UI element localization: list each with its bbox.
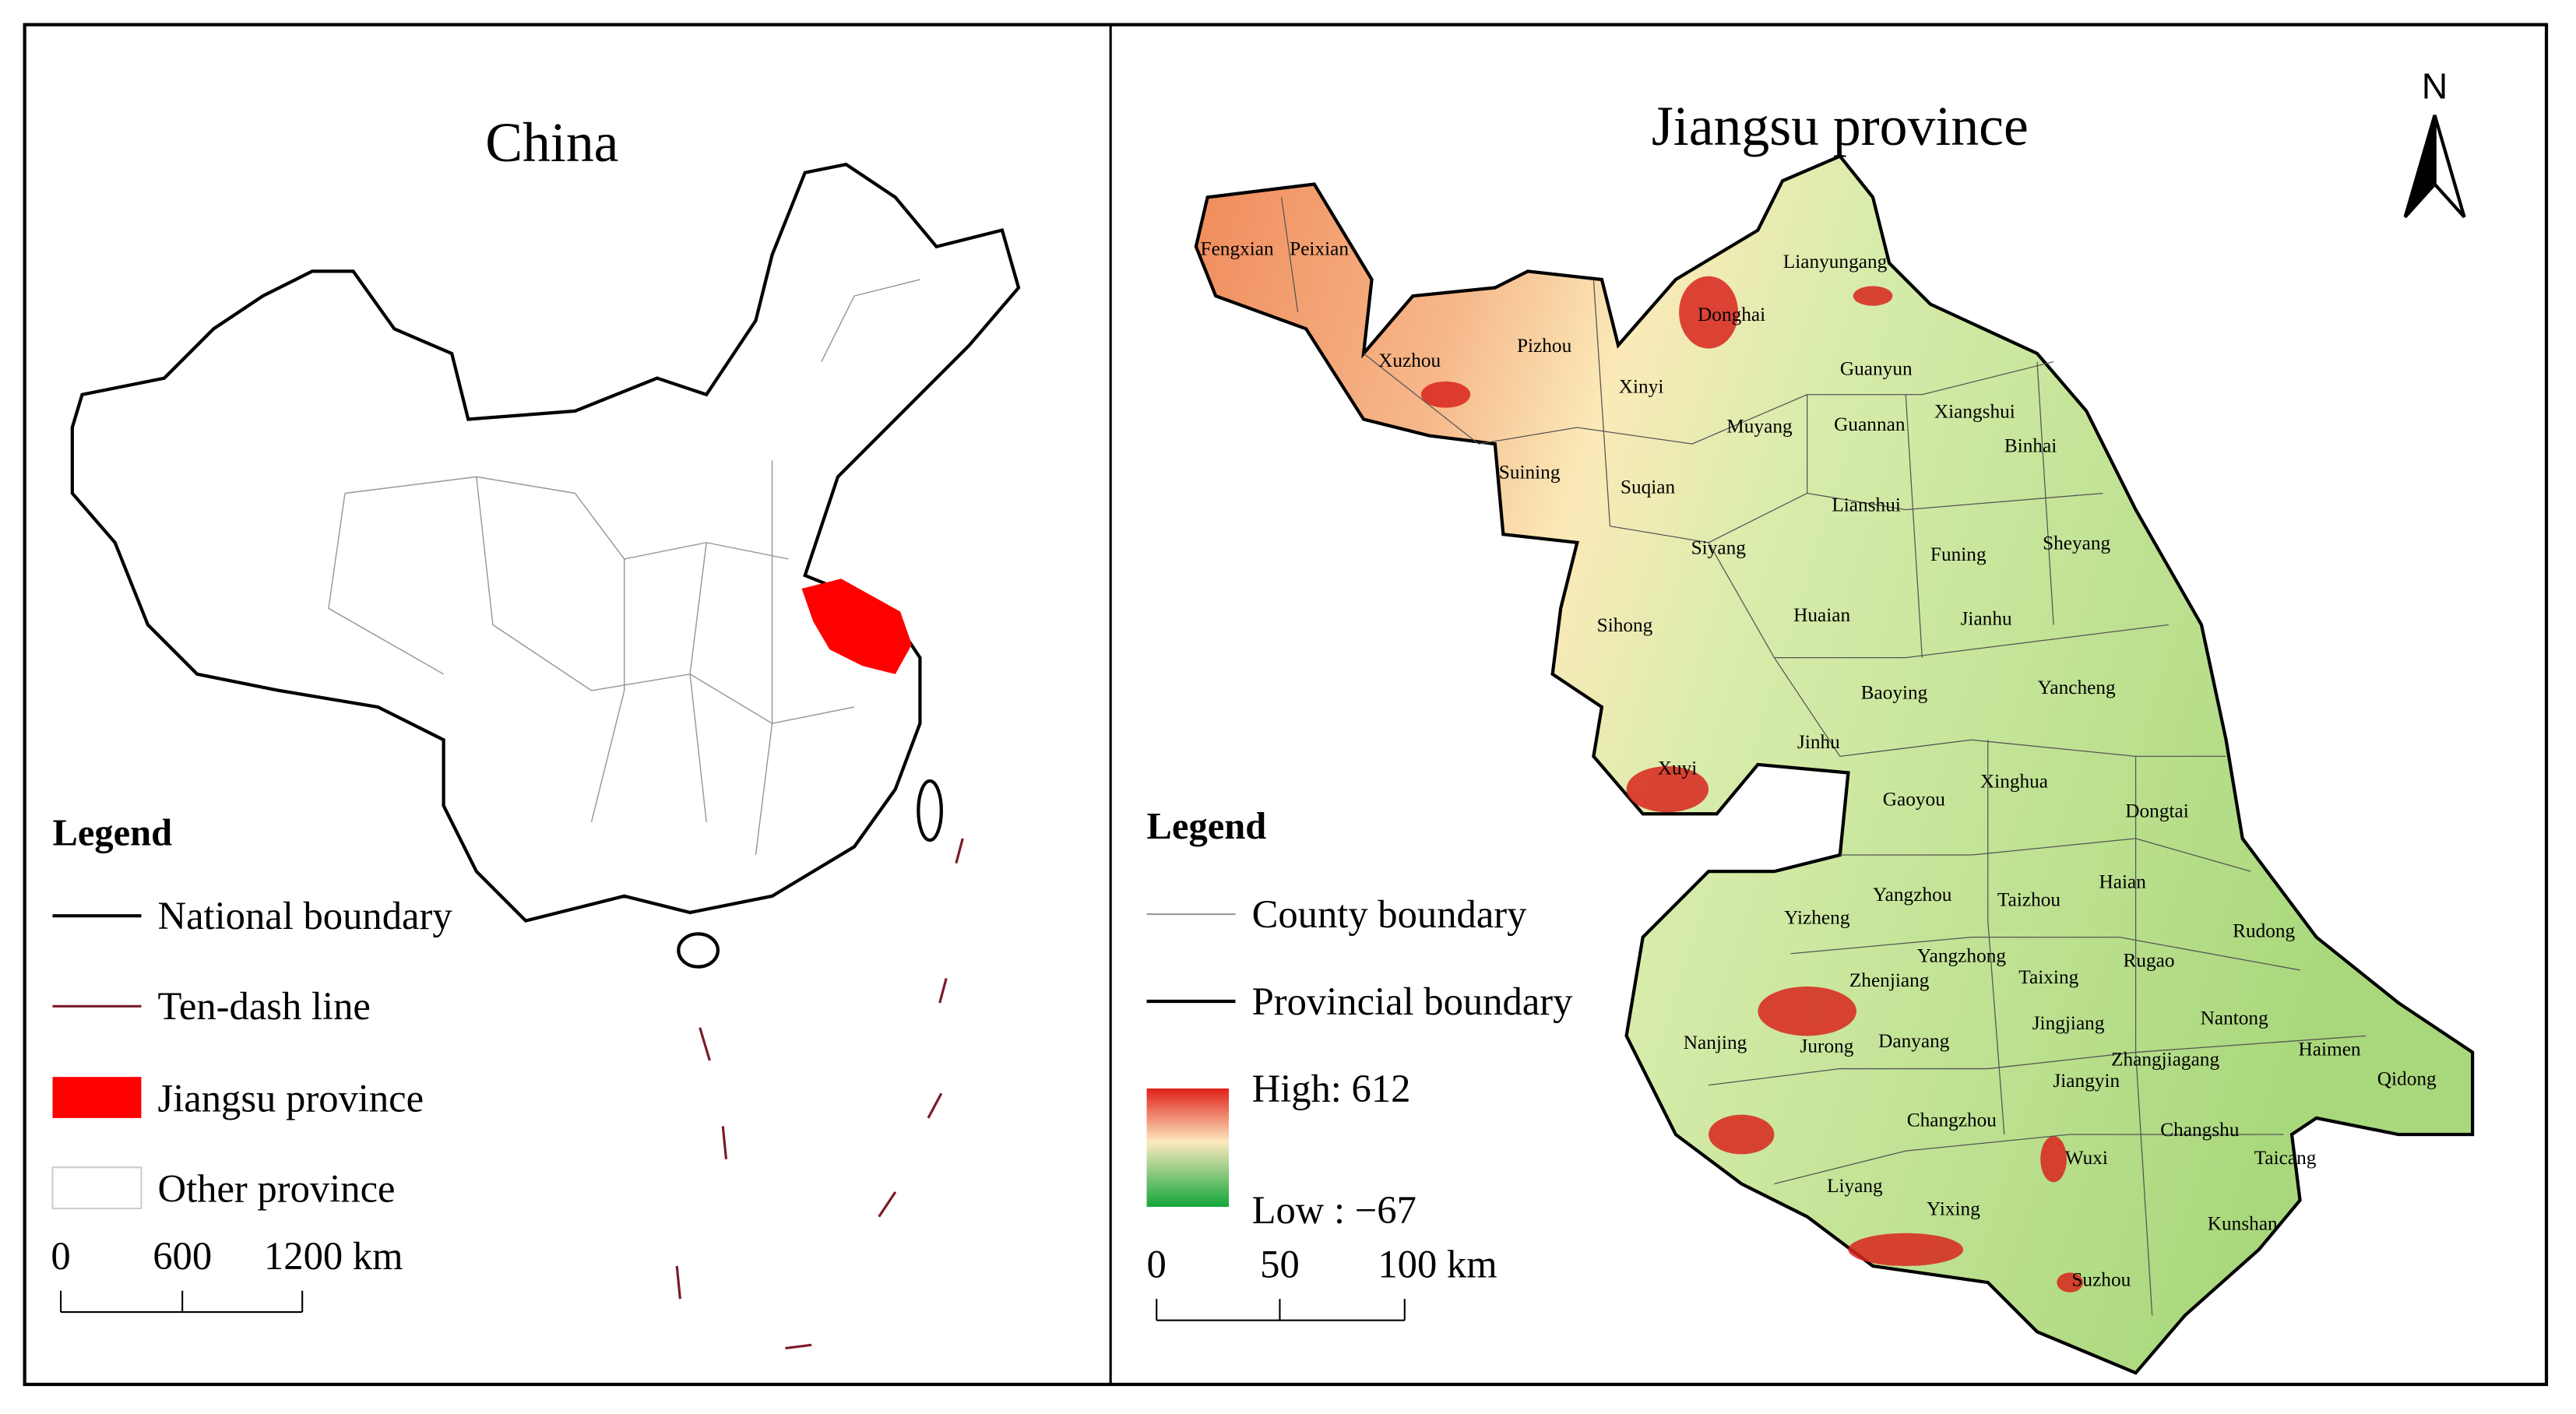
scale-label: 0	[51, 1234, 70, 1278]
scale-label: 0	[1147, 1243, 1167, 1286]
scale-label: 600	[153, 1234, 212, 1278]
county-label: Gaoyou	[1883, 789, 1945, 811]
scale-bar	[60, 1290, 304, 1314]
county-label: Taicang	[2254, 1147, 2317, 1169]
county-label: Donghai	[1698, 304, 1765, 325]
hainan	[677, 932, 720, 969]
legend-item: Ten-dash line	[158, 984, 371, 1028]
county-label: Lianyungang	[1783, 251, 1888, 273]
county-label: Suining	[1499, 461, 1561, 483]
north-arrow	[2433, 114, 2466, 219]
taiwan	[917, 779, 943, 842]
scale-bar	[1156, 1299, 1406, 1321]
county-label: Xuyi	[1658, 758, 1698, 779]
county-label: Kunshan	[2208, 1212, 2278, 1234]
jiangsu-highlight	[801, 579, 912, 674]
elevation-ramp	[1146, 1088, 1230, 1207]
county-label: Haian	[2099, 871, 2147, 892]
county-boundaries	[1280, 197, 2367, 1316]
county-label: Xinghua	[1980, 770, 2048, 792]
scale-label: 1200 km	[264, 1234, 403, 1278]
legend-item: Jiangsu province	[158, 1076, 424, 1120]
china-outline	[70, 162, 1021, 923]
county-label: Jianhu	[1961, 607, 2012, 629]
county-label: Changzhou	[1907, 1109, 1997, 1131]
county-label: Siyang	[1691, 537, 1747, 559]
county-label: Yizheng	[1784, 907, 1850, 929]
county-label: Jingjiang	[2032, 1012, 2105, 1034]
county-label: Binhai	[2004, 435, 2057, 457]
county-label: Taizhou	[1997, 888, 2060, 910]
county-label: Xiangshui	[1934, 400, 2015, 422]
county-label: Sihong	[1597, 614, 1653, 636]
county-label: Qidong	[2377, 1068, 2437, 1090]
county-label: Yangzhou	[1873, 884, 1952, 906]
county-label: Danyang	[1878, 1030, 1950, 1052]
legend-item: County boundary	[1252, 892, 1528, 936]
county-label: Rugao	[2123, 950, 2174, 972]
county-label: Nantong	[2201, 1008, 2268, 1029]
legend-title: Legend	[53, 812, 173, 853]
county-label: Wuxi	[2065, 1147, 2108, 1169]
county-label: Haimen	[2298, 1039, 2360, 1060]
title: China	[485, 111, 618, 174]
legend-item: Provincial boundary	[1252, 980, 1574, 1023]
frame	[23, 23, 2549, 1387]
county-label: Zhangjiagang	[2111, 1048, 2219, 1070]
county-label: Nanjing	[1684, 1032, 1747, 1053]
county-label: Changshu	[2160, 1119, 2240, 1141]
county-label: Jiangyin	[2053, 1070, 2120, 1092]
county-label: Suqian	[1621, 476, 1676, 498]
county-label: Yixing	[1927, 1198, 1980, 1219]
county-label: Huaian	[1793, 604, 1850, 626]
county-label: Sheyang	[2043, 532, 2110, 554]
title: Jiangsu province	[1652, 95, 2029, 157]
legend-high: High: 612	[1252, 1067, 1411, 1110]
province-boundaries	[328, 279, 920, 856]
county-label: Fengxian	[1201, 237, 1275, 259]
county-label: Rudong	[2233, 920, 2295, 942]
north-label: N	[2422, 66, 2448, 107]
county-label: Jinhu	[1797, 731, 1840, 753]
county-label: Funing	[1930, 543, 1987, 565]
county-label: Liyang	[1827, 1175, 1883, 1197]
county-label: Dongtai	[2125, 800, 2189, 821]
legend-item: National boundary	[158, 894, 453, 937]
legend-low: Low : −67	[1252, 1188, 1416, 1232]
county-label: Peixian	[1290, 237, 1349, 259]
county-label: Suzhou	[2071, 1268, 2131, 1290]
scale-label: 100 km	[1378, 1243, 1497, 1286]
county-label: Lianshui	[1832, 494, 1901, 516]
county-label: Pizhou	[1517, 335, 1572, 357]
high-elevation	[1420, 276, 2084, 1293]
scale-label: 50	[1260, 1243, 1300, 1286]
county-label: Yangzhong	[1917, 944, 2006, 966]
county-label: Taixing	[2018, 966, 2078, 988]
county-label: Zhenjiang	[1849, 969, 1930, 991]
ten-dash-line	[675, 838, 964, 1350]
legend-title: Legend	[1147, 806, 1267, 847]
county-label: Muyang	[1726, 415, 1793, 437]
legend-swatch	[51, 1166, 143, 1210]
jiangsu-dem	[1194, 154, 2475, 1375]
legend-swatch	[52, 1077, 142, 1118]
county-label: Guanyun	[1840, 357, 1913, 379]
county-label: Guannan	[1834, 413, 1906, 435]
county-label: Baoying	[1861, 681, 1928, 703]
county-label: Jurong	[1800, 1035, 1854, 1057]
legend-item: Other province	[158, 1167, 396, 1211]
county-label: Yancheng	[2038, 677, 2116, 698]
county-label: Xinyi	[1619, 376, 1664, 398]
county-label: Xuzhou	[1378, 350, 1441, 371]
north-arrow	[2403, 114, 2437, 219]
